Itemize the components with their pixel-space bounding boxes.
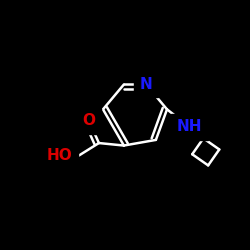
Text: NH: NH: [177, 119, 202, 134]
Text: O: O: [82, 113, 96, 128]
Text: N: N: [140, 77, 152, 92]
Text: HO: HO: [47, 148, 73, 162]
